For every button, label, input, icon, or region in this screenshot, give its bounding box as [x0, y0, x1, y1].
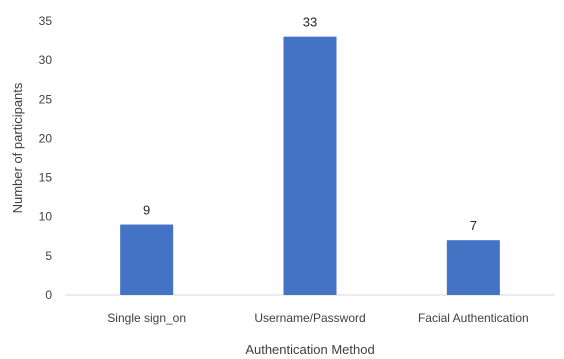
- y-tick-label: 30: [39, 53, 53, 67]
- y-axis-title: Number of participants: [10, 82, 25, 213]
- bar: [446, 240, 500, 295]
- x-tick-label: Facial Authentication: [418, 311, 529, 325]
- y-tick-label: 35: [39, 14, 53, 28]
- x-axis-title: Authentication Method: [245, 342, 374, 357]
- bar: [120, 224, 174, 295]
- bars: [120, 36, 500, 296]
- data-labels: 9 33 7: [143, 15, 477, 234]
- bar-data-label: 9: [143, 203, 150, 218]
- y-tick-label: 10: [39, 210, 53, 224]
- bar: [283, 36, 337, 296]
- x-tick-label: Username/Password: [254, 311, 365, 325]
- bar-data-label: 33: [303, 15, 317, 30]
- y-tick-label: 20: [39, 131, 53, 145]
- y-tick-label: 5: [45, 249, 52, 263]
- y-tick-label: 25: [39, 92, 53, 106]
- x-axis-ticks: Single sign_on Username/Password Facial Au…: [107, 311, 528, 325]
- y-axis-ticks: 0 5 10 15 20 25 30 35: [39, 14, 53, 302]
- y-tick-label: 0: [45, 288, 52, 302]
- x-tick-label: Single sign_on: [107, 311, 186, 325]
- bar-data-label: 7: [470, 218, 477, 233]
- y-tick-label: 15: [39, 171, 53, 185]
